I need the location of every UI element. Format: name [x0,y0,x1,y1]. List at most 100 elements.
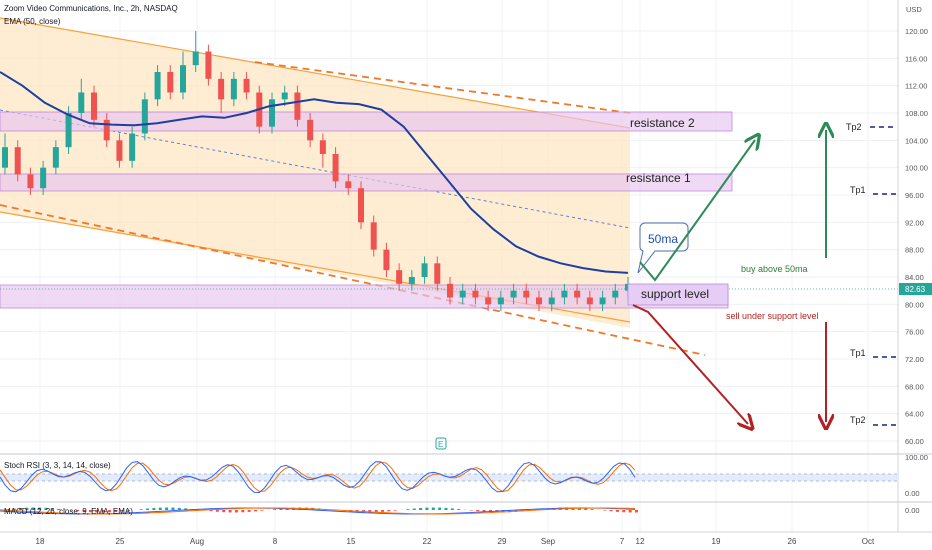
macd-bar [95,510,99,513]
candle-body [218,78,225,100]
channel-upper-projection [254,61,631,114]
price-tick-label: 60.00 [905,437,924,446]
candle-body [2,147,8,168]
candle-body [294,92,301,120]
macd-bar [615,510,619,512]
macd-bar [101,510,105,513]
candle-body [434,263,441,284]
candle-body [192,51,199,66]
candle-body [205,51,212,79]
time-axis-ticks: 18 25 Aug 8 15 22 29 Sep 7 12 19 26 Oct [36,537,875,546]
buy-path [639,140,755,282]
price-tick-label: 80.00 [905,300,924,309]
price-tick-label: 88.00 [905,246,924,255]
time-tick-label: 8 [273,537,278,546]
macd-bar [273,509,277,510]
price-tick-label: 116.00 [905,54,927,63]
macd-bar [425,507,429,510]
macd-bar [247,510,251,512]
candle-body [281,92,288,100]
price-tick-label: 72.00 [905,355,924,364]
stoch-k-line [0,461,636,494]
time-tick-label: 22 [423,537,432,546]
macd-bar [501,510,505,513]
macd-bar [88,510,92,513]
tp1-down-label: Tp1 [850,348,866,358]
candle-body [370,222,377,250]
macd-bar [628,510,632,513]
price-tick-label: 112.00 [905,82,927,91]
macd-bar [241,510,245,513]
ema-legend: EMA (50, close) [4,17,61,26]
time-tick-label: Aug [190,537,204,546]
candle-body [91,92,97,120]
candle-body [27,174,34,189]
tp2-down-label: Tp2 [850,415,866,425]
candle-body [345,181,352,189]
candle-body [485,297,492,305]
candle-body [243,78,250,93]
macd-bar [209,510,213,512]
macd-bar [184,508,188,510]
resistance-1-label: resistance 1 [626,171,691,185]
macd-bar [215,510,219,512]
macd-bar [577,507,581,510]
resistance-1-zone [0,173,733,192]
macd-bar [38,507,42,510]
macd-bar [139,509,143,510]
candle-body [319,140,326,154]
macd-tick-0: 0.00 [905,506,920,515]
channel-fill [0,18,630,328]
candle-body [180,65,186,93]
macd-bar [374,510,378,513]
macd-bar [457,509,461,510]
candle-body [141,99,148,134]
channel-upper-line [0,17,631,129]
macd-legend: MACD (12, 26, close, 9, EMA, EMA) [4,507,133,516]
candle-body [548,297,555,305]
time-tick-label: 26 [788,537,797,546]
macd-bar [158,507,162,510]
macd-bar [431,507,435,510]
macd-bar [25,507,29,510]
stoch-tick-0: 0.00 [905,489,920,498]
support-label: support level [641,287,709,301]
candle-body [52,147,59,168]
macd-bar [254,510,257,512]
resistance-2-label: resistance 2 [630,116,695,130]
currency-label: USD [906,5,922,14]
candle-body [497,297,504,305]
earnings-marker[interactable]: E [435,437,447,450]
macd-bar [76,510,80,512]
macd-bar [438,507,442,510]
candle-body [459,290,466,298]
macd-bar [476,510,480,512]
macd-bar [57,508,61,510]
candle-body [332,154,339,182]
macd-bar [114,510,118,512]
time-tick-label: 25 [116,537,125,546]
channel-lower-projection [0,204,706,356]
time-tick-label: 12 [636,537,645,546]
candle-body [421,263,428,277]
macd-bar [177,507,181,510]
price-tick-label: 76.00 [905,328,924,337]
candle-body [447,283,453,298]
sell-path [632,304,748,424]
candle-body [472,290,479,298]
candle-body [358,188,364,223]
earnings-marker-label: E [438,440,443,449]
macd-bar [482,510,486,512]
last-price-badge [899,283,932,295]
macd-bar [234,510,238,513]
macd-bar [279,508,283,510]
macd-bar [260,510,264,511]
time-tick-label: Oct [862,537,875,546]
candle-body [65,113,72,148]
candle-body [230,78,237,100]
macd-bar [381,510,384,512]
price-tick-label: 92.00 [905,218,924,227]
candle-body [523,290,530,298]
macd-bar [412,508,416,510]
